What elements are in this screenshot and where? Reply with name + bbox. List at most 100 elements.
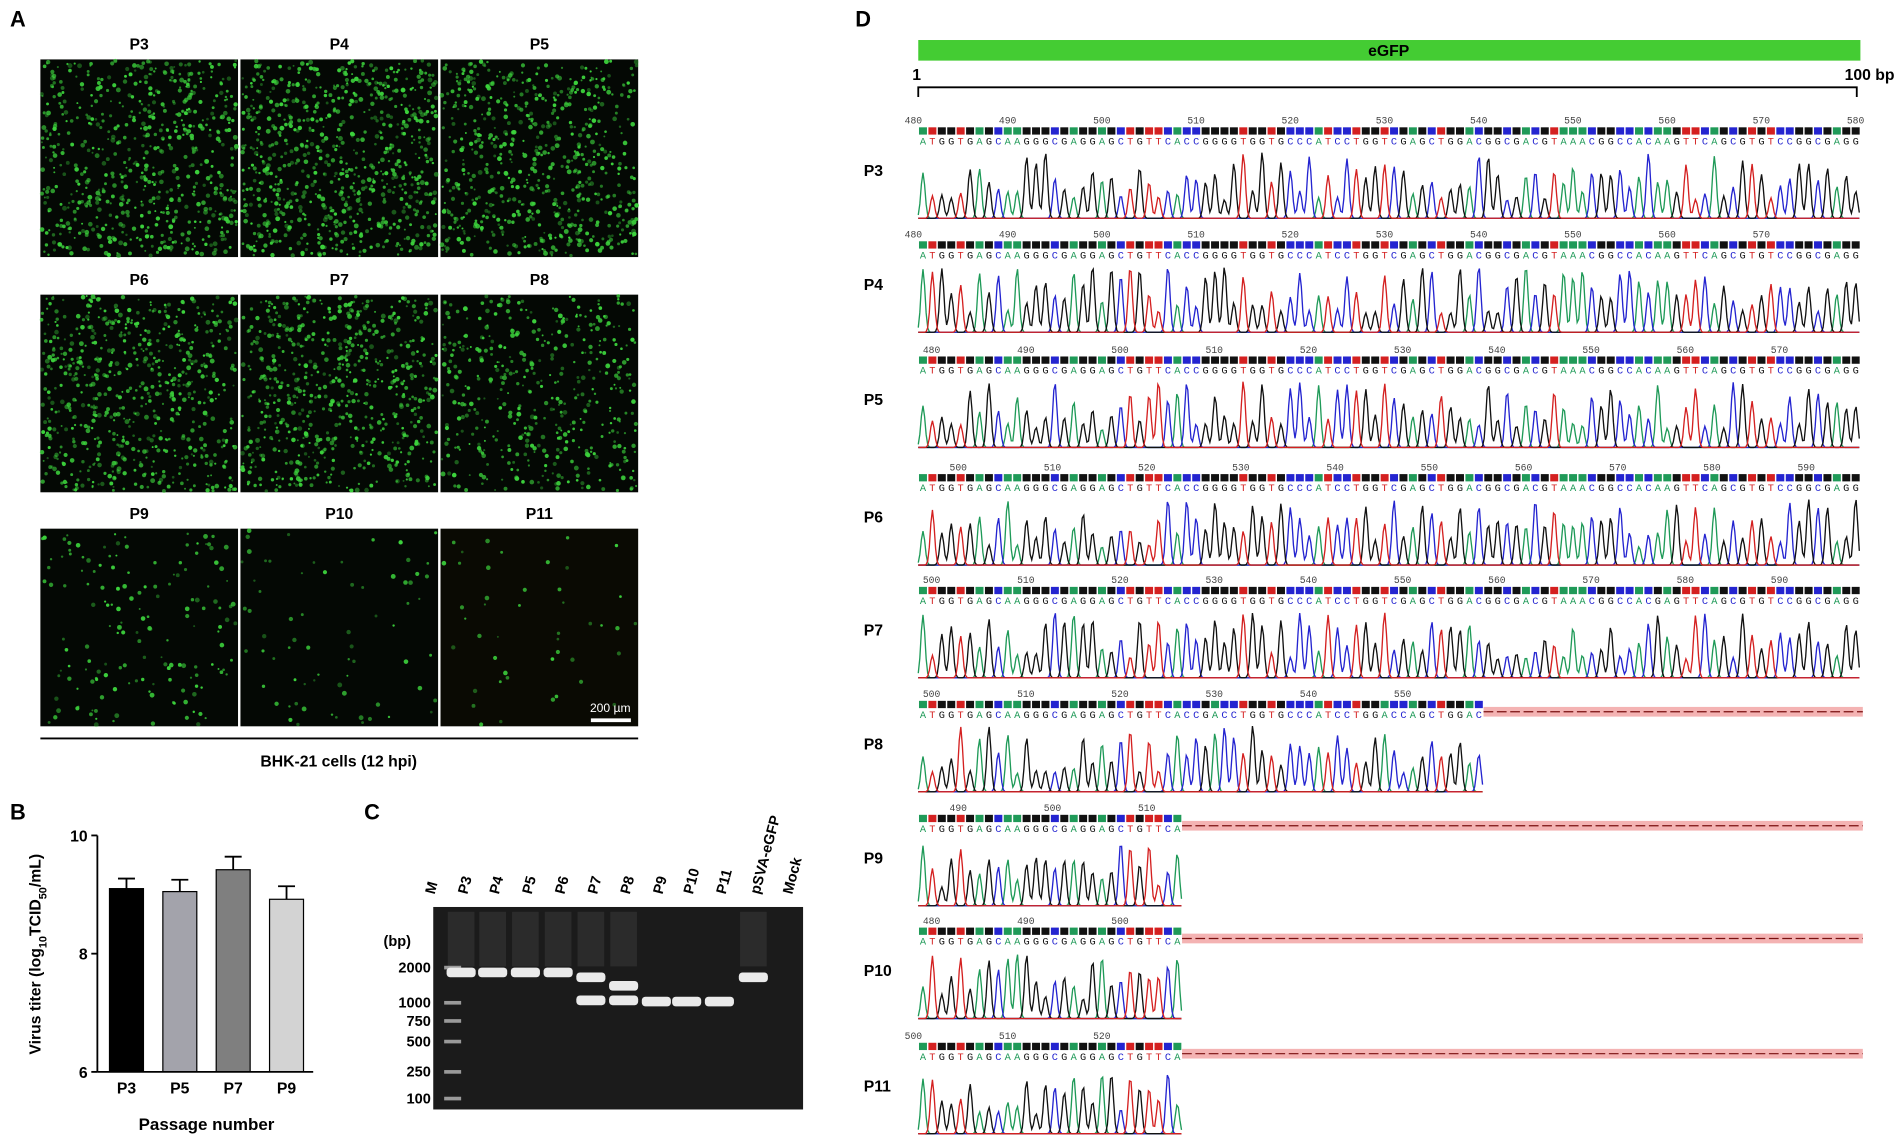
base: C — [1306, 483, 1312, 495]
cell — [92, 410, 97, 415]
cell — [241, 168, 245, 172]
cell — [483, 426, 486, 429]
cell — [96, 669, 101, 674]
cell — [429, 360, 433, 364]
cell — [467, 171, 470, 175]
base-box — [1597, 474, 1606, 482]
base-box — [1531, 356, 1540, 364]
base-box — [1559, 241, 1568, 249]
cell — [380, 412, 384, 416]
cell — [592, 155, 596, 159]
cell — [122, 487, 126, 491]
base: C — [1297, 136, 1303, 148]
cell — [101, 112, 104, 116]
cell — [624, 208, 629, 213]
cell — [144, 185, 147, 188]
cell — [284, 122, 288, 127]
cell — [542, 150, 547, 155]
cell — [446, 92, 450, 96]
base: G — [1843, 250, 1849, 262]
cell — [151, 309, 155, 313]
cell — [560, 414, 564, 418]
cell — [171, 219, 176, 223]
cell — [285, 89, 291, 94]
cell — [483, 603, 486, 606]
cell — [194, 146, 198, 150]
panel-label: D — [855, 7, 871, 32]
cell — [143, 585, 147, 589]
base-box — [1635, 241, 1643, 249]
cell — [450, 89, 455, 94]
cell — [631, 206, 635, 211]
base-box — [1418, 241, 1427, 249]
cell — [126, 320, 130, 324]
cell — [402, 479, 405, 482]
base: A — [1174, 136, 1181, 148]
cell — [242, 462, 245, 465]
cell — [147, 103, 151, 107]
cell — [202, 311, 206, 315]
cell — [217, 170, 221, 175]
cell — [259, 301, 263, 304]
base: G — [1089, 136, 1095, 148]
cell — [458, 448, 461, 451]
cell — [327, 407, 332, 412]
cell — [494, 135, 498, 139]
base-box — [1663, 241, 1672, 249]
cell — [499, 388, 503, 392]
cell — [588, 117, 591, 121]
cell — [415, 191, 419, 194]
cell — [401, 209, 406, 214]
cell — [148, 60, 152, 64]
cell — [325, 153, 330, 158]
base-box — [1192, 241, 1201, 249]
cell — [250, 342, 254, 346]
cell — [118, 333, 123, 338]
cell — [122, 663, 127, 668]
cell — [535, 183, 539, 187]
cell — [294, 701, 299, 706]
cell — [296, 240, 302, 246]
base: G — [986, 365, 992, 377]
cell — [534, 421, 538, 425]
cell — [576, 198, 582, 203]
cell — [290, 340, 293, 343]
cell — [522, 139, 525, 142]
cell — [287, 66, 292, 70]
cell — [331, 400, 335, 404]
cell — [186, 84, 191, 89]
lane-smear — [447, 911, 475, 967]
cell — [543, 231, 546, 234]
cell — [400, 126, 404, 130]
cell — [581, 218, 584, 222]
cell — [302, 345, 305, 348]
cell — [178, 349, 182, 353]
cell — [121, 390, 124, 393]
cell — [86, 477, 91, 482]
cell — [541, 124, 546, 129]
cell — [480, 229, 483, 232]
cell — [100, 585, 105, 590]
cell — [341, 168, 345, 171]
cell — [193, 448, 198, 453]
base-box — [1229, 356, 1238, 364]
cell — [277, 130, 282, 135]
cell — [91, 480, 95, 484]
base: T — [958, 365, 964, 377]
cell — [401, 363, 406, 369]
cell — [73, 217, 77, 221]
cell — [181, 110, 184, 113]
base: A — [1570, 365, 1577, 377]
cell — [244, 213, 249, 218]
cell — [105, 603, 110, 607]
cell — [297, 67, 302, 71]
cell — [578, 192, 582, 196]
base-box — [1305, 241, 1314, 249]
cell — [162, 469, 166, 474]
cell — [325, 436, 331, 442]
cell — [96, 444, 101, 448]
cell — [218, 217, 222, 221]
cell — [318, 236, 323, 241]
base: A — [920, 483, 927, 495]
cell — [360, 137, 365, 142]
